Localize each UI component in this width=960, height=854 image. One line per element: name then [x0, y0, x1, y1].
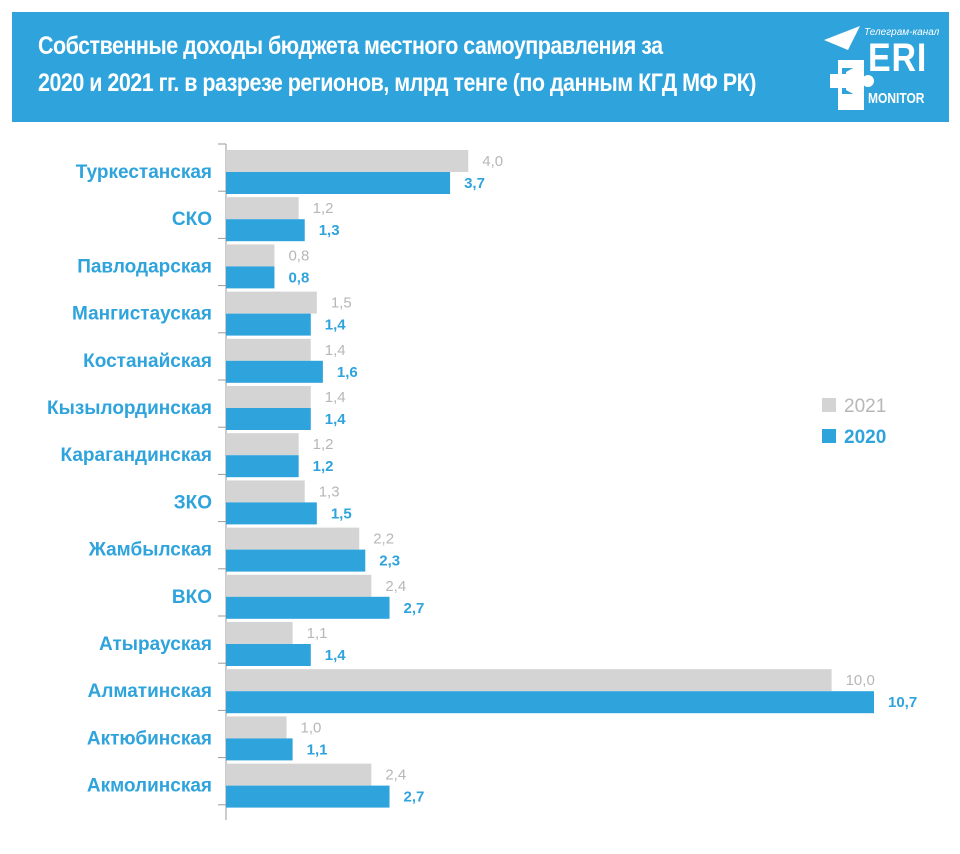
bar-2021	[226, 622, 293, 644]
bar-2020	[226, 172, 451, 194]
bar-2021	[226, 763, 372, 786]
category-label: ЗКО	[174, 492, 212, 513]
title-line-1: Собственные доходы бюджета местного само…	[38, 32, 663, 60]
bar-2020	[226, 360, 323, 383]
bar-2020	[226, 738, 293, 761]
data-label-2020: 0,8	[288, 269, 309, 286]
eri-monitor-logo: Телеграм-канал ERI MONITOR	[820, 20, 942, 116]
bar-2021	[226, 480, 305, 503]
data-label-2021: 1,2	[313, 436, 334, 453]
bar-2021	[226, 338, 311, 361]
bar-2020	[226, 785, 390, 808]
logo-subname: MONITOR	[868, 90, 925, 107]
data-label-2020: 1,1	[307, 741, 328, 758]
bar-2020	[226, 691, 874, 714]
legend-swatch-2020	[822, 429, 836, 443]
bar-2021	[226, 716, 287, 739]
legend-label-2020: 2020	[844, 427, 886, 448]
logo-name: ERI	[868, 36, 928, 80]
category-label: Костанайская	[83, 351, 212, 372]
bar-2020	[226, 502, 317, 525]
bar-2020	[226, 644, 311, 666]
bar-2021	[226, 386, 311, 408]
bar-2021	[226, 433, 299, 456]
data-label-2020: 1,6	[337, 364, 358, 381]
category-label: Мангистауская	[72, 304, 212, 325]
bar-2020	[226, 596, 390, 619]
data-label-2021: 1,3	[319, 483, 340, 500]
bar-2021	[226, 574, 372, 597]
bar-2021	[226, 291, 317, 314]
data-label-2021: 1,5	[331, 295, 352, 312]
data-label-2021: 1,4	[325, 342, 346, 359]
bar-2021	[226, 527, 360, 550]
data-label-2021: 4,0	[482, 153, 503, 170]
data-label-2020: 1,4	[325, 317, 347, 334]
data-label-2021: 2,4	[385, 578, 406, 595]
bar-2020	[226, 313, 311, 336]
data-label-2020: 2,7	[404, 789, 425, 806]
data-label-2020: 2,7	[404, 600, 425, 617]
category-label: Алматинская	[88, 681, 212, 702]
data-label-2020: 1,2	[313, 458, 334, 475]
bar-2021	[226, 150, 469, 172]
data-label-2020: 10,7	[888, 694, 917, 711]
bar-2020	[226, 549, 366, 572]
data-label-2021: 2,4	[385, 767, 406, 784]
category-label: Атырауская	[99, 634, 212, 655]
category-label: Акмолинская	[87, 776, 212, 797]
category-label: СКО	[172, 209, 212, 230]
chart-title: Собственные доходы бюджета местного само…	[38, 28, 756, 102]
header-banner: Собственные доходы бюджета местного само…	[12, 12, 949, 122]
data-label-2020: 1,5	[331, 505, 352, 522]
megaphone-icon	[824, 26, 874, 110]
category-label: ВКО	[172, 587, 212, 608]
data-label-2020: 1,4	[325, 647, 347, 664]
data-label-2021: 1,1	[307, 625, 328, 642]
data-label-2021: 1,2	[313, 200, 334, 217]
data-label-2021: 1,0	[301, 719, 322, 736]
data-label-2020: 2,3	[379, 553, 400, 570]
bar-chart: Туркестанская 4,0 3,7 СКО 1,2 1,3 Павлодарская…	[47, 143, 917, 820]
data-label-2021: 10,0	[846, 672, 875, 689]
logo-channel-text: Телеграм-канал	[864, 27, 940, 38]
legend-label-2021: 2021	[844, 396, 886, 417]
bar-2021	[226, 669, 832, 692]
bar-2020	[226, 266, 275, 289]
data-label-2021: 1,4	[325, 389, 346, 406]
data-label-2020: 1,4	[325, 411, 347, 428]
bar-2020	[226, 455, 299, 478]
bar-2020	[226, 219, 305, 242]
legend-swatch-2021	[822, 398, 836, 412]
category-label: Актюбинская	[87, 728, 212, 749]
title-line-2: 2020 и 2021 гг. в разрезе регионов, млрд…	[38, 69, 756, 97]
bar-2021	[226, 197, 299, 220]
data-label-2020: 3,7	[464, 175, 485, 192]
data-label-2020: 1,3	[319, 222, 340, 239]
data-label-2021: 2,2	[373, 531, 394, 548]
category-label: Карагандинская	[61, 445, 212, 466]
category-label: Павлодарская	[77, 256, 212, 277]
bar-2020	[226, 408, 311, 430]
bar-2021	[226, 244, 275, 267]
category-label: Жамбылская	[88, 540, 212, 561]
category-label: Кызылординская	[47, 398, 212, 419]
category-label: Туркестанская	[76, 162, 212, 183]
data-label-2021: 0,8	[288, 247, 309, 264]
